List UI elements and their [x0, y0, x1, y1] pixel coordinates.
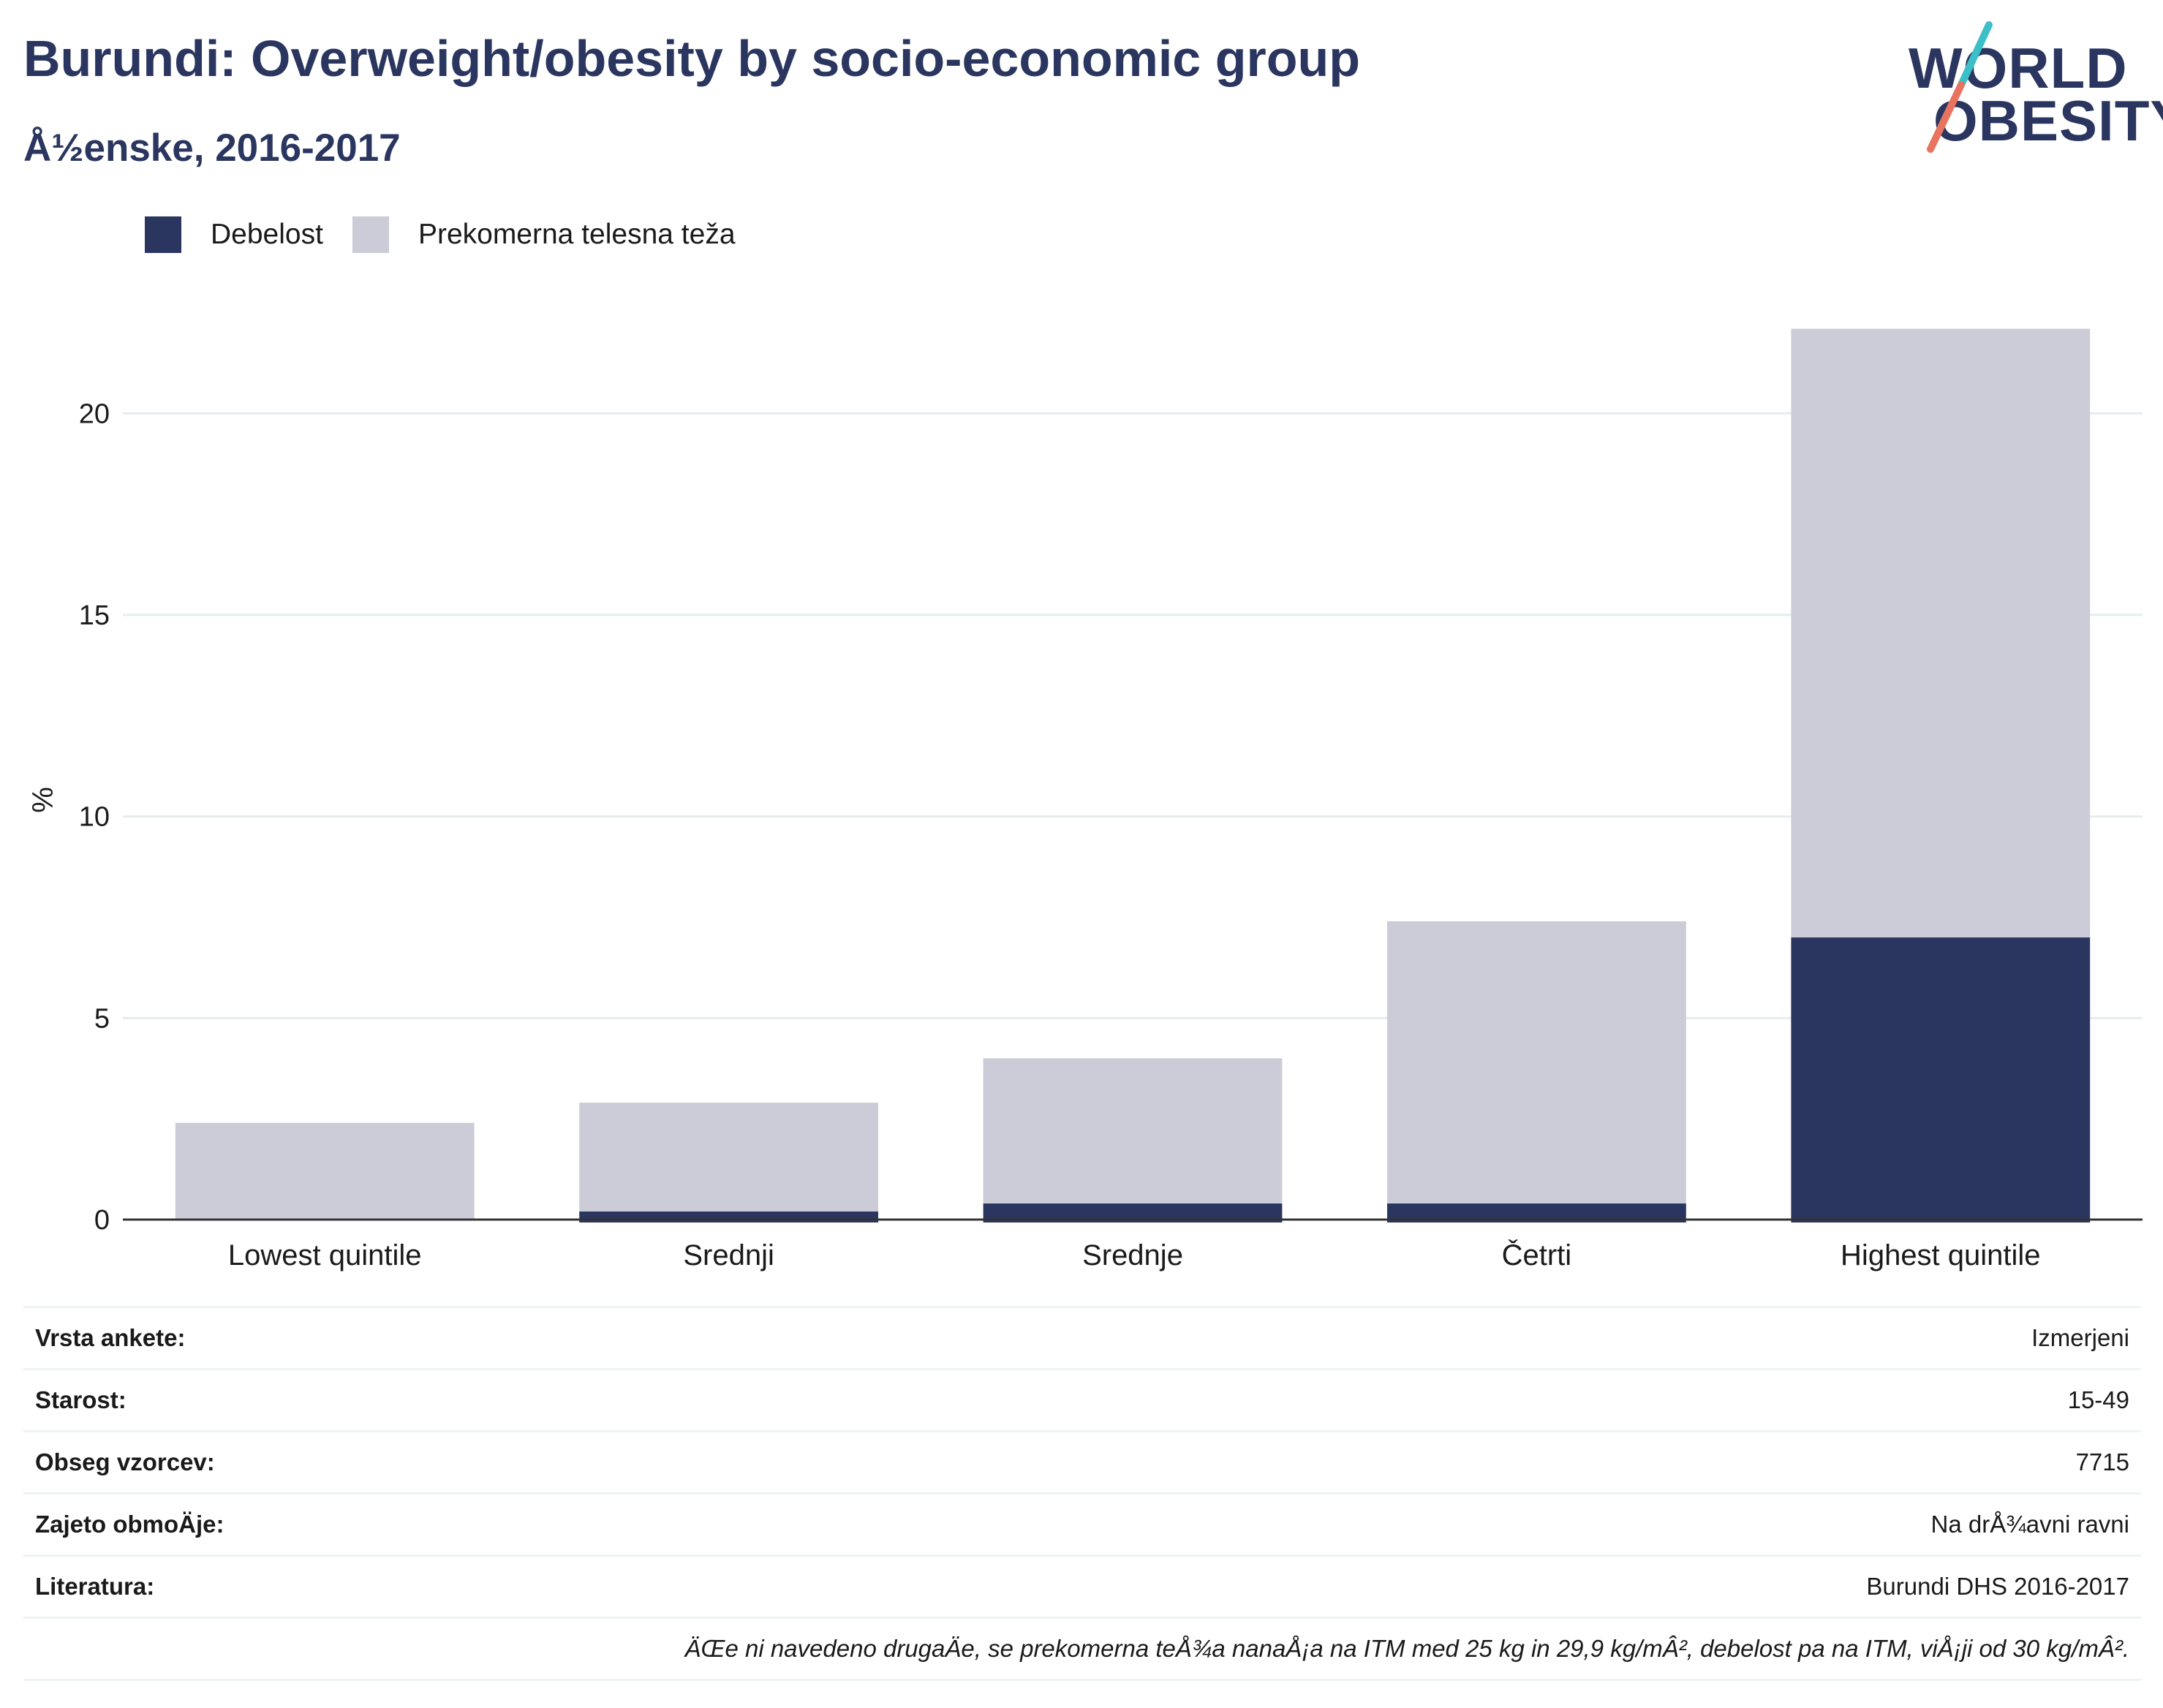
legend-item-prekomerna: Prekomerna telesna teža — [352, 216, 736, 253]
note-text: ÄŒe ni navedeno drugaÄe, se prekomerna t… — [684, 1635, 2129, 1662]
legend-swatch-debelost — [145, 216, 181, 253]
y-tick-label: 15 — [79, 600, 110, 631]
bar-chart: 0 5 10 15 20% Lowest quintile Srednji Srednje Če… — [27, 328, 2143, 1271]
y-tick-label: 0 — [94, 1205, 110, 1236]
legend-label: Prekomerna telesna teža — [418, 219, 736, 250]
legend-item-debelost: Debelost — [145, 216, 323, 253]
row-value: 15-49 — [2067, 1386, 2129, 1413]
row-label: Literatura: — [35, 1573, 155, 1600]
row-value: Izmerjeni — [2031, 1324, 2129, 1351]
x-tick-label: Highest quintile — [1841, 1239, 2041, 1271]
x-tick-label: Lowest quintile — [228, 1239, 422, 1271]
row-label: Obseg vzorcev: — [35, 1448, 215, 1475]
table-row: Obseg vzorcev: 7715 — [23, 1430, 2141, 1492]
world-obesity-logo: WORLD OBESITY — [1909, 20, 2163, 159]
survey-info-table: Vrsta ankete: Izmerjeni Starost: 15-49 O… — [23, 1306, 2141, 1681]
logo-text-obesity: OBESITY — [1933, 88, 2163, 153]
row-value: Burundi DHS 2016-2017 — [1866, 1573, 2129, 1600]
table-row: Zajeto obmoÄje: Na drÅ¾avni ravni — [23, 1492, 2141, 1554]
bar-overweight — [579, 1103, 878, 1212]
logo-text-world: WORLD — [1909, 36, 2128, 100]
row-value: Na drÅ¾avni ravni — [1930, 1511, 2129, 1538]
chart-title: Burundi: Overweight/obesity by socio-eco… — [23, 30, 1360, 87]
legend-label: Debelost — [211, 219, 323, 250]
y-tick-label: 10 — [79, 802, 110, 833]
bar-overweight — [1387, 921, 1686, 1203]
logo-slash-icon — [1927, 21, 1993, 153]
bar-overweight — [983, 1058, 1283, 1203]
row-value: 7715 — [2075, 1448, 2129, 1475]
y-tick-label: 5 — [94, 1003, 110, 1034]
chart-legend: Debelost Prekomerna telesna teža — [145, 216, 765, 253]
table-row: Literatura: Burundi DHS 2016-2017 — [23, 1554, 2141, 1617]
y-axis-label: % — [27, 787, 59, 813]
bar-obesity — [579, 1211, 878, 1223]
bar-overweight — [1791, 328, 2091, 938]
y-tick-label: 20 — [79, 398, 110, 429]
row-label: Starost: — [35, 1386, 127, 1413]
table-row: Vrsta ankete: Izmerjeni — [23, 1306, 2141, 1368]
bar-obesity — [1791, 937, 2091, 1223]
row-label: Zajeto obmoÄje: — [35, 1511, 224, 1538]
table-row: Starost: 15-49 — [23, 1368, 2141, 1430]
x-tick-label: Srednji — [683, 1239, 774, 1271]
row-label: Vrsta ankete: — [35, 1324, 186, 1351]
definition-note: ÄŒe ni navedeno drugaÄe, se prekomerna t… — [23, 1617, 2141, 1681]
chart-subtitle: Å½enske, 2016-2017 — [23, 126, 401, 170]
x-tick-label: Četrti — [1502, 1239, 1572, 1271]
bar-overweight — [175, 1122, 475, 1220]
x-tick-label: Srednje — [1082, 1239, 1183, 1271]
legend-swatch-prekomerna — [352, 216, 389, 253]
